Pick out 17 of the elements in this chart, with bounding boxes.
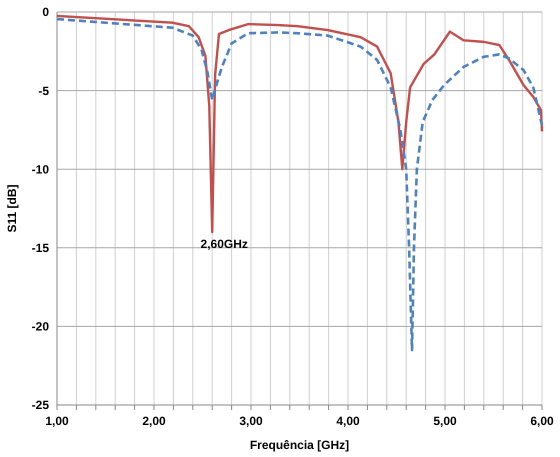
x-tick-label: 1,00	[45, 414, 69, 428]
annotation: 2,60GHz	[200, 237, 248, 252]
y-axis-title: S11 [dB]	[5, 184, 19, 233]
x-tick-label: 4,00	[336, 414, 360, 428]
x-tick-label: 5,00	[433, 414, 457, 428]
y-tick-label: 0	[42, 5, 50, 20]
line-series	[56, 18, 544, 352]
y-tick-label: -15	[32, 241, 50, 255]
x-axis-title: Frequência [GHz]	[250, 438, 350, 452]
y-tick-label: -10	[32, 162, 50, 176]
y-tick-label: -20	[32, 320, 50, 334]
x-tick-label: 3,00	[239, 414, 263, 428]
y-tick-label: -25	[32, 398, 50, 412]
x-tick-label: 2,00	[142, 414, 166, 428]
y-tick-label: -5	[38, 84, 50, 98]
x-tick-label: 6,00	[530, 414, 554, 428]
line-series	[56, 14, 544, 234]
